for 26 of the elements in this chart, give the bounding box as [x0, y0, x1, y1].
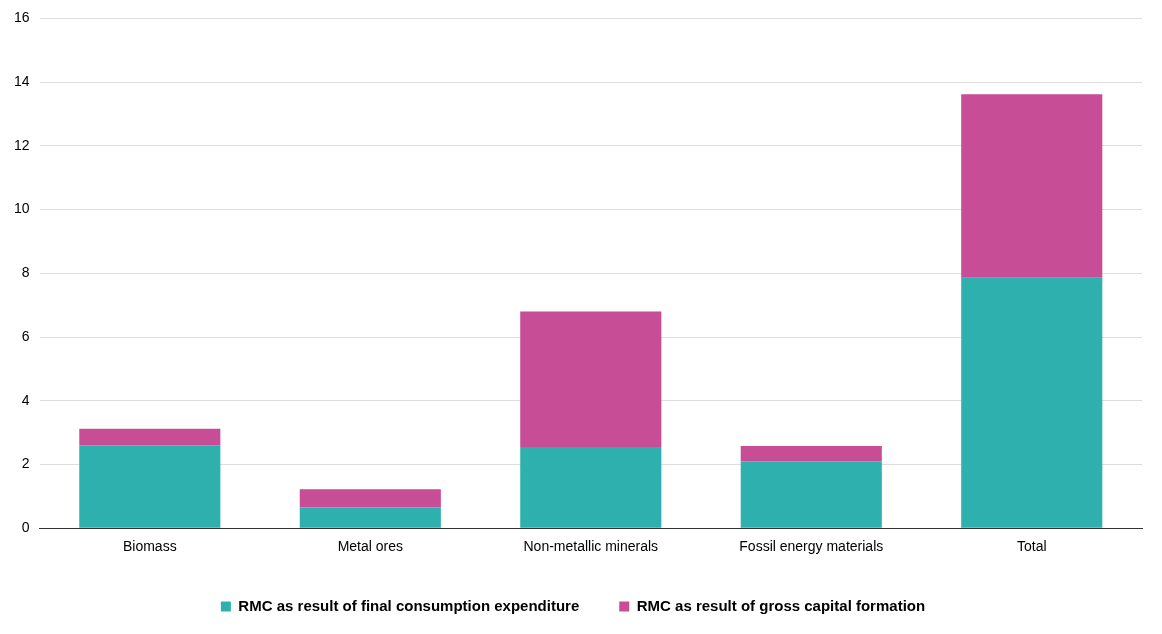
bar [299, 507, 441, 528]
y-tick-label: 2 [21, 455, 30, 472]
legend-label: RMC as result of final consumption expenditure [238, 596, 580, 614]
bar [520, 311, 662, 447]
y-tick-label: 8 [21, 264, 30, 281]
y-tick-label: 14 [13, 72, 30, 89]
x-tick-label: Metal ores [337, 538, 403, 555]
bar [79, 428, 221, 446]
bar [520, 446, 662, 528]
bar [740, 461, 882, 528]
y-tick-label: 6 [21, 327, 30, 344]
bar [299, 489, 441, 508]
y-tick-label: 12 [13, 136, 30, 153]
x-tick-label: Non-metallic minerals [523, 538, 659, 555]
bar [79, 445, 221, 528]
y-tick-label: 4 [21, 391, 30, 408]
y-tick-label: 0 [21, 519, 30, 536]
y-tick-label: 10 [13, 200, 30, 217]
x-tick-label: Biomass [122, 538, 177, 555]
x-tick-label: Total [1016, 538, 1047, 555]
x-tick-label: Fossil energy materials [739, 538, 884, 555]
bar [961, 277, 1103, 528]
bar [961, 94, 1103, 278]
bar [740, 446, 882, 462]
legend-label: RMC as result of gross capital formation [636, 596, 926, 614]
y-tick-label: 16 [13, 9, 30, 26]
